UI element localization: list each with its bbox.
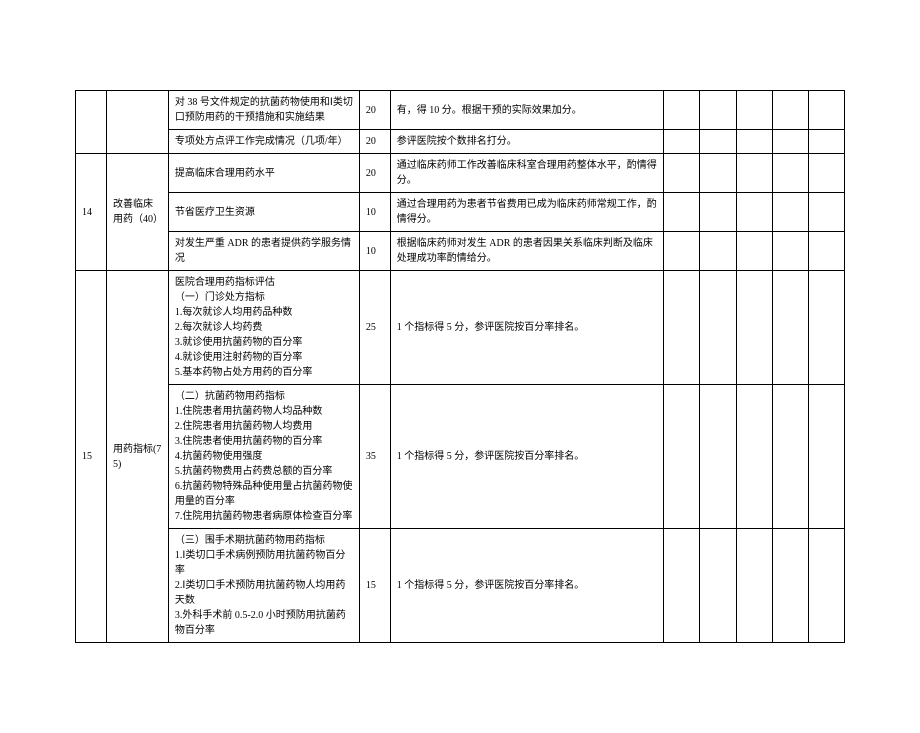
row-desc: 节省医疗卫生资源 <box>168 193 359 232</box>
row-note: 1 个指标得 5 分，参评医院按百分率排名。 <box>390 529 664 643</box>
empty-cell <box>772 91 808 130</box>
row-note: 1 个指标得 5 分，参评医院按百分率排名。 <box>390 385 664 529</box>
empty-cell <box>664 154 700 193</box>
empty-cell <box>700 385 736 529</box>
evaluation-table: 对 38 号文件规定的抗菌药物使用和Ⅰ类切口预防用药的干预措施和实施结果 20 … <box>75 90 845 643</box>
empty-cell <box>700 91 736 130</box>
row-score: 20 <box>359 91 390 130</box>
empty-cell <box>664 193 700 232</box>
row-score: 20 <box>359 154 390 193</box>
empty-cell <box>664 130 700 154</box>
table-row: 专项处方点评工作完成情况（几项/年） 20 参评医院按个数排名打分。 <box>76 130 845 154</box>
row-score: 35 <box>359 385 390 529</box>
empty-cell <box>736 271 772 385</box>
empty-cell <box>700 232 736 271</box>
empty-cell <box>664 232 700 271</box>
empty-cell <box>700 130 736 154</box>
empty-cell <box>808 529 844 643</box>
empty-cell <box>736 385 772 529</box>
empty-cell <box>772 193 808 232</box>
table-row: （三）围手术期抗菌药物用药指标1.Ⅰ类切口手术病例预防用抗菌药物百分率2.Ⅰ类切… <box>76 529 845 643</box>
row-desc: 提高临床合理用药水平 <box>168 154 359 193</box>
empty-cell <box>736 232 772 271</box>
empty-cell <box>736 154 772 193</box>
empty-cell <box>772 130 808 154</box>
row-score: 25 <box>359 271 390 385</box>
empty-cell <box>772 154 808 193</box>
row-note: 参评医院按个数排名打分。 <box>390 130 664 154</box>
empty-cell <box>808 91 844 130</box>
table-row: 对发生严重 ADR 的患者提供药学服务情况 10 根据临床药师对发生 ADR 的… <box>76 232 845 271</box>
empty-cell <box>664 385 700 529</box>
row-score: 15 <box>359 529 390 643</box>
row-desc: 对 38 号文件规定的抗菌药物使用和Ⅰ类切口预防用药的干预措施和实施结果 <box>168 91 359 130</box>
empty-cell <box>736 529 772 643</box>
empty-cell <box>664 529 700 643</box>
empty-cell <box>772 271 808 385</box>
table-row: 对 38 号文件规定的抗菌药物使用和Ⅰ类切口预防用药的干预措施和实施结果 20 … <box>76 91 845 130</box>
empty-cell <box>664 271 700 385</box>
row-category: 改善临床用药（40） <box>106 154 168 271</box>
row-category: 用药指标(75) <box>106 271 168 643</box>
row-desc: （三）围手术期抗菌药物用药指标1.Ⅰ类切口手术病例预防用抗菌药物百分率2.Ⅰ类切… <box>168 529 359 643</box>
row-note: 有，得 10 分。根据干预的实际效果加分。 <box>390 91 664 130</box>
row-note: 通过合理用药为患者节省费用已成为临床药师常规工作，酌情得分。 <box>390 193 664 232</box>
row-desc: 专项处方点评工作完成情况（几项/年） <box>168 130 359 154</box>
empty-cell <box>772 529 808 643</box>
empty-cell <box>736 130 772 154</box>
row-category <box>106 91 168 154</box>
row-num <box>76 91 107 154</box>
empty-cell <box>808 232 844 271</box>
row-note: 通过临床药师工作改善临床科室合理用药整体水平，酌情得分。 <box>390 154 664 193</box>
row-note: 根据临床药师对发生 ADR 的患者因果关系临床判断及临床处理成功率酌情给分。 <box>390 232 664 271</box>
row-score: 10 <box>359 232 390 271</box>
empty-cell <box>736 193 772 232</box>
row-desc: 医院合理用药指标评估（一）门诊处方指标1.每次就诊人均用药品种数2.每次就诊人均… <box>168 271 359 385</box>
table-row: 节省医疗卫生资源 10 通过合理用药为患者节省费用已成为临床药师常规工作，酌情得… <box>76 193 845 232</box>
empty-cell <box>700 154 736 193</box>
empty-cell <box>808 385 844 529</box>
empty-cell <box>772 232 808 271</box>
empty-cell <box>772 385 808 529</box>
row-num: 14 <box>76 154 107 271</box>
table-row: 14 改善临床用药（40） 提高临床合理用药水平 20 通过临床药师工作改善临床… <box>76 154 845 193</box>
row-score: 20 <box>359 130 390 154</box>
empty-cell <box>808 193 844 232</box>
empty-cell <box>808 154 844 193</box>
row-desc: 对发生严重 ADR 的患者提供药学服务情况 <box>168 232 359 271</box>
empty-cell <box>700 271 736 385</box>
row-desc: （二）抗菌药物用药指标1.住院患者用抗菌药物人均品种数2.住院患者用抗菌药物人均… <box>168 385 359 529</box>
table-row: （二）抗菌药物用药指标1.住院患者用抗菌药物人均品种数2.住院患者用抗菌药物人均… <box>76 385 845 529</box>
empty-cell <box>808 271 844 385</box>
row-num: 15 <box>76 271 107 643</box>
row-score: 10 <box>359 193 390 232</box>
empty-cell <box>700 193 736 232</box>
table-row: 15 用药指标(75) 医院合理用药指标评估（一）门诊处方指标1.每次就诊人均用… <box>76 271 845 385</box>
empty-cell <box>736 91 772 130</box>
empty-cell <box>700 529 736 643</box>
empty-cell <box>808 130 844 154</box>
empty-cell <box>664 91 700 130</box>
row-note: 1 个指标得 5 分，参评医院按百分率排名。 <box>390 271 664 385</box>
